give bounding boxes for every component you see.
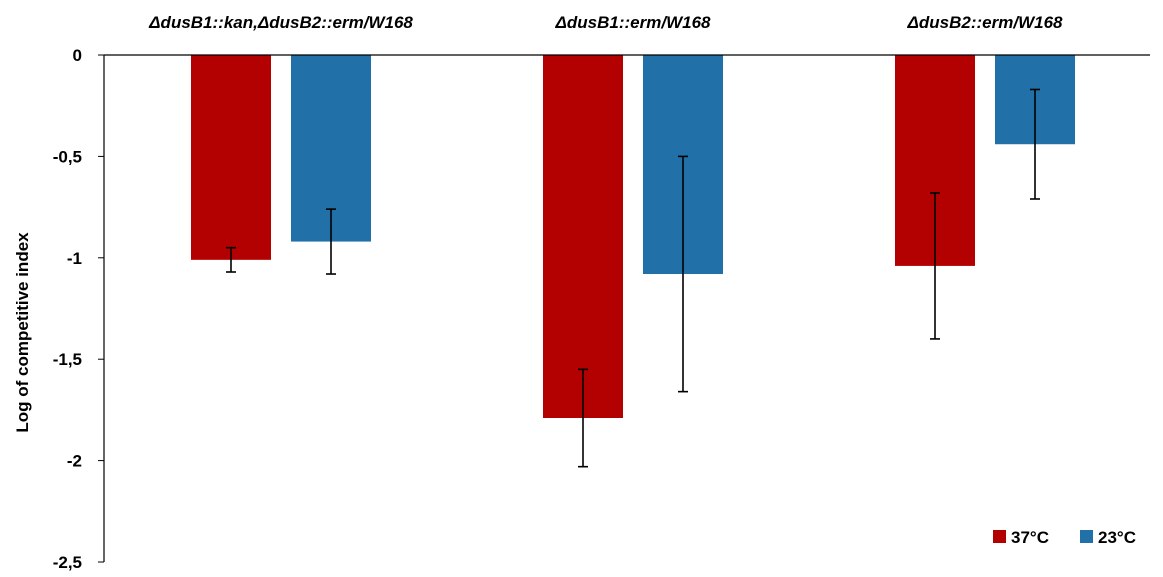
y-axis-title-layer: Log of competitive index [13,232,32,433]
error-bars [226,88,1040,468]
category-label: ΔdusB1::erm/W168 [554,13,711,32]
legend: 37°C 23°C [993,528,1136,547]
y-tick-label: -1 [67,249,82,268]
y-axis-ticks: 0 -0,5 -1 -1,5 -2 -2,5 [53,46,104,572]
y-axis-title: Log of competitive index [13,232,32,433]
legend-label: 23°C [1098,528,1136,547]
y-tick-label: -2 [67,452,82,471]
legend-swatch [1080,530,1093,543]
bars [191,55,1075,419]
axes [103,54,1150,562]
legend-label: 37°C [1011,528,1049,547]
category-labels: ΔdusB1::kan,ΔdusB2::erm/W168 ΔdusB1::erm/… [148,13,1063,32]
y-tick-label: -0,5 [53,147,82,166]
bar [191,55,271,260]
bar [543,55,623,419]
category-label: ΔdusB2::erm/W168 [906,13,1063,32]
category-label: ΔdusB1::kan,ΔdusB2::erm/W168 [148,13,413,32]
legend-swatch [993,530,1006,543]
y-tick-label: 0 [73,46,82,65]
y-tick-label: -2,5 [53,553,82,572]
y-tick-label: -1,5 [53,350,82,369]
